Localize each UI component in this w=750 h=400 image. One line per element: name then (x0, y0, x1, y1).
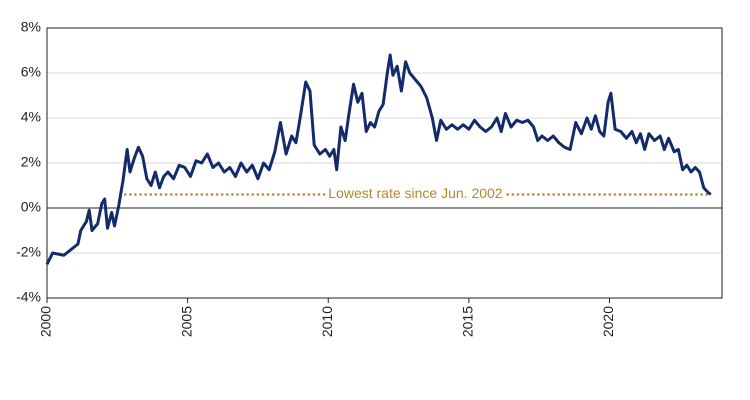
annotation: Lowest rate since Jun. 2002 (328, 185, 503, 201)
y-tick-label: -2% (16, 244, 41, 260)
x-tick-label: 2005 (178, 306, 194, 337)
x-tick-label: 2020 (600, 306, 616, 337)
line-series (45, 53, 712, 265)
annotation-bg (325, 185, 506, 202)
y-tick-label: 0% (21, 199, 41, 215)
y-tick-label: 2% (21, 154, 41, 170)
x-tick-label: 2015 (460, 306, 476, 337)
y-tick-label: 6% (21, 64, 41, 80)
y-tick-label: -4% (16, 289, 41, 305)
x-tick-label: 2010 (319, 306, 335, 337)
x-tick-label: 2000 (38, 306, 54, 337)
y-tick-label: 4% (21, 109, 41, 125)
y-tick-label: 8% (21, 19, 41, 35)
plot-frame (46, 27, 723, 299)
